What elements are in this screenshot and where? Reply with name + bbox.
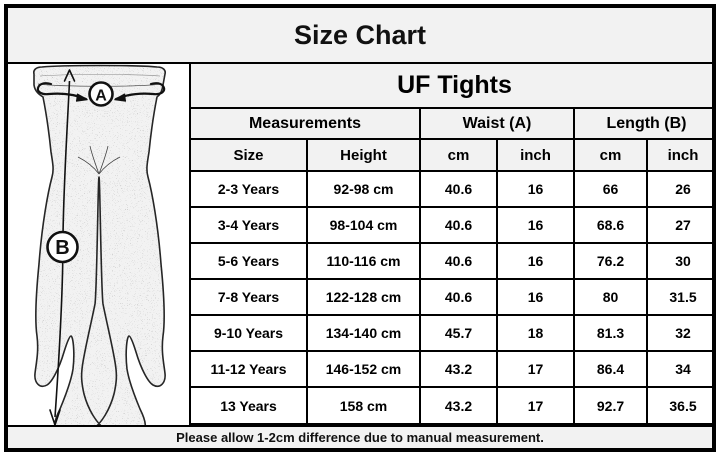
svg-text:B: B: [55, 237, 69, 259]
svg-text:A: A: [95, 88, 107, 105]
